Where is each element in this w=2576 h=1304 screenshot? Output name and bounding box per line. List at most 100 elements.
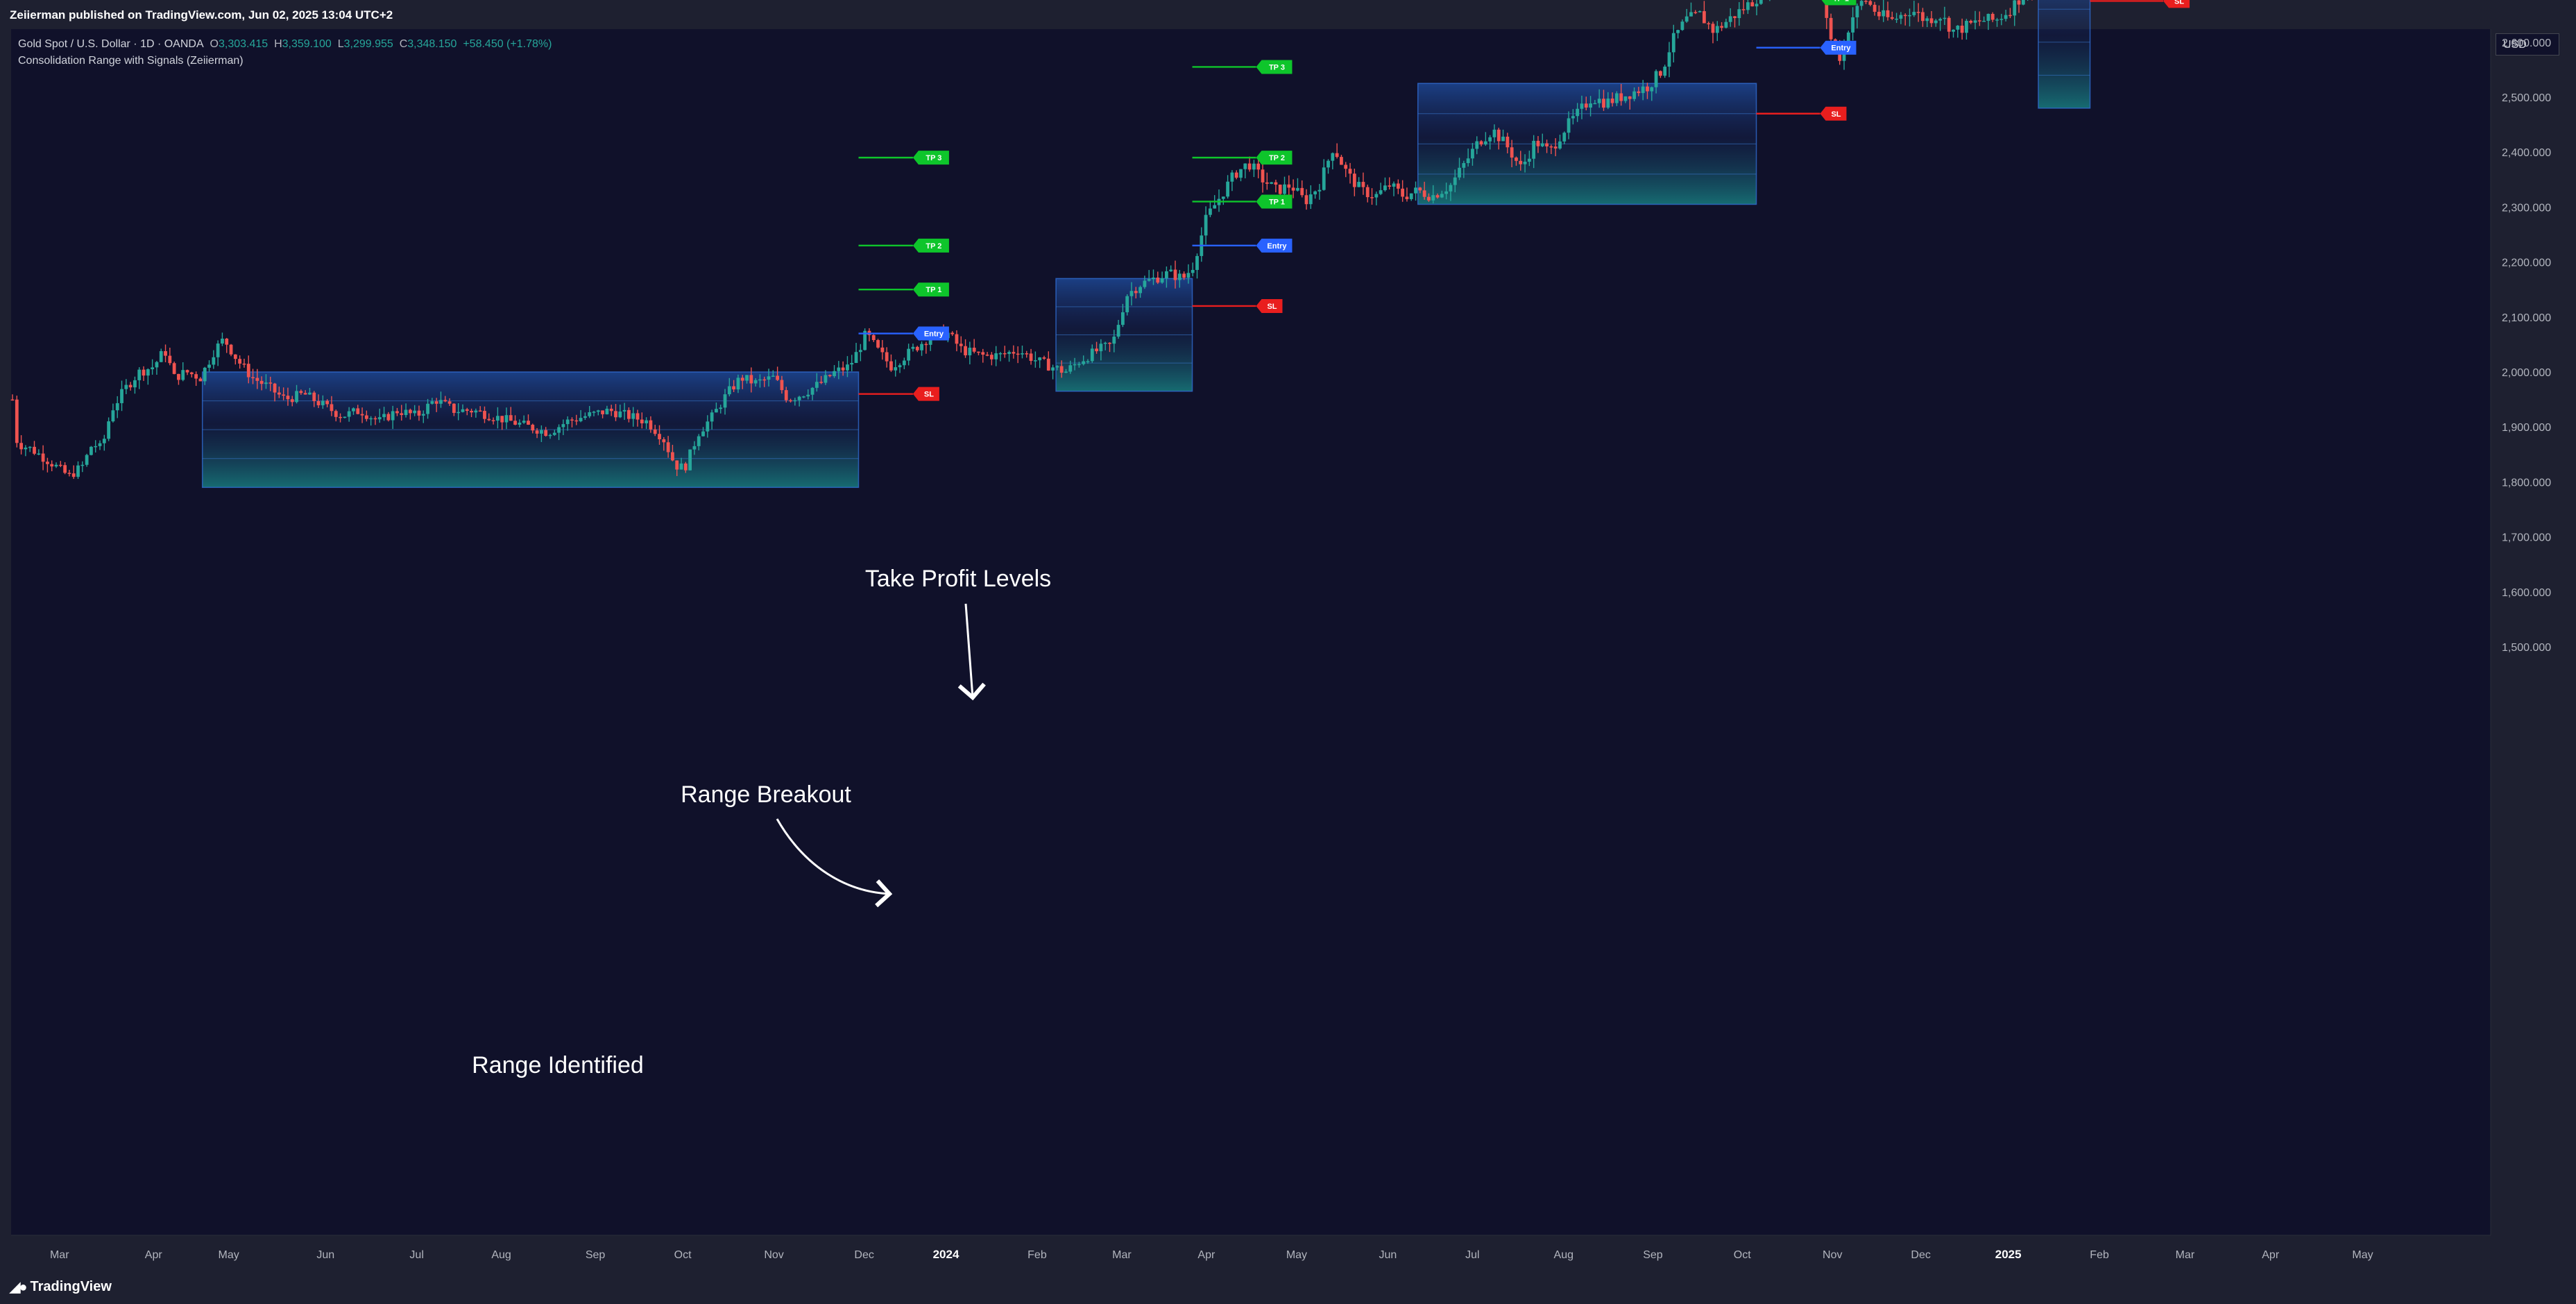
candle-body (1230, 172, 1234, 182)
candle-body (1676, 30, 1680, 33)
time-tick-label: 2025 (1995, 1248, 2022, 1261)
candle-body (1711, 24, 1715, 33)
time-axis: Mar Apr May Jun Jul Aug Sep Oct Nov Dec 2024 Feb Mar… (50, 1248, 2373, 1261)
candle-body (636, 413, 640, 420)
candle-body (273, 383, 277, 393)
candle-body (1191, 269, 1195, 273)
candle-body (89, 446, 93, 455)
indicator-title[interactable]: Consolidation Range with Signals (Zeiier… (18, 55, 244, 67)
candle-body (120, 389, 123, 403)
candle-body (928, 337, 932, 345)
candle-body (194, 374, 198, 379)
candle-body (863, 330, 867, 350)
high-label: H (274, 38, 282, 50)
candle-body (1859, 1, 1863, 6)
candle-body (1929, 18, 1934, 24)
price-tick-label: 2,500.000 (2502, 92, 2551, 104)
time-tick-label: Feb (2090, 1249, 2109, 1261)
candle-body (1846, 32, 1850, 46)
candle-body (1995, 19, 1999, 21)
candle-body (308, 392, 312, 395)
candle-body (675, 460, 679, 470)
candle-body (880, 347, 885, 353)
candle-body (1483, 141, 1487, 145)
candle-body (168, 355, 172, 364)
candle-body (1064, 371, 1068, 373)
candle-body (1427, 196, 1431, 201)
candle-body (430, 401, 434, 404)
candle-body (894, 367, 898, 371)
candle-body (54, 464, 58, 467)
candle-body (491, 420, 495, 421)
candle-body (745, 375, 749, 381)
candle-body (1173, 269, 1177, 280)
time-tick-label: Sep (1643, 1249, 1663, 1261)
candle-body (447, 401, 452, 404)
range-identified-annotation: Range Identified (472, 1052, 644, 1078)
candle-body (1344, 164, 1348, 169)
candle-body (1313, 191, 1317, 195)
close-label: C (399, 38, 408, 50)
chart-area[interactable] (11, 29, 2491, 1235)
currency-selector[interactable]: USD (2496, 33, 2559, 56)
candle-body (1213, 205, 1217, 209)
candle-body (1317, 189, 1322, 192)
candle-body (1283, 184, 1286, 194)
candle-body (1051, 367, 1055, 371)
candle-body (1829, 17, 1833, 40)
sl-tag (1256, 298, 1283, 313)
candle-body (1388, 185, 1392, 187)
candle-body (522, 421, 526, 423)
price-tick-label: 1,500.000 (2502, 642, 2551, 654)
candle-body (889, 361, 893, 371)
candle-body (1099, 344, 1103, 352)
candle-body (955, 334, 959, 344)
candle-body (780, 380, 784, 391)
candle-body (1947, 17, 1951, 32)
candle-body (762, 379, 767, 381)
candle-body (465, 409, 469, 411)
candle-body (85, 455, 89, 465)
tp3-tag-label: TP 3 (926, 154, 941, 162)
candle-body (989, 355, 993, 359)
price-tick-label: 2,000.000 (2502, 367, 2551, 379)
candle-body (1418, 187, 1422, 191)
candle-body (574, 420, 579, 422)
candle-body (596, 410, 600, 412)
candle-body (1029, 353, 1033, 362)
candle-body (67, 473, 71, 474)
candle-body (1243, 163, 1247, 169)
candle-body (1680, 22, 1684, 31)
candle-body (968, 348, 972, 355)
candle-body (653, 429, 657, 434)
candle-body (1589, 103, 1592, 108)
candle-body (76, 465, 80, 477)
symbol-description[interactable]: Gold Spot / U.S. Dollar · 1D · OANDA (18, 38, 204, 50)
candle-body (434, 401, 438, 404)
candle-body (1895, 18, 1899, 20)
candle-body (570, 419, 574, 421)
candle-body (723, 394, 727, 408)
time-tick-label: May (1286, 1249, 1307, 1261)
candle-body (1707, 23, 1711, 25)
candle-body (767, 376, 771, 380)
candle-body (1925, 18, 1929, 22)
candle-body (950, 332, 955, 335)
candle-body (513, 421, 517, 425)
candle-body (509, 415, 513, 421)
candle-body (1449, 185, 1453, 192)
candle-body (386, 414, 391, 421)
take-profit-annotation: Take Profit Levels (865, 566, 1051, 592)
candle-body (1042, 357, 1046, 359)
candle-body (1274, 182, 1278, 185)
candle-body (286, 396, 290, 400)
candle-body (41, 453, 45, 462)
candle-body (784, 390, 788, 400)
candle-body (181, 370, 185, 380)
candle-body (1256, 163, 1261, 170)
candle-body (959, 344, 963, 346)
candle-body (246, 364, 250, 378)
time-tick-label: Sep (586, 1249, 606, 1261)
candle-body (1156, 278, 1160, 283)
price-tick-label: 2,300.000 (2502, 202, 2551, 214)
